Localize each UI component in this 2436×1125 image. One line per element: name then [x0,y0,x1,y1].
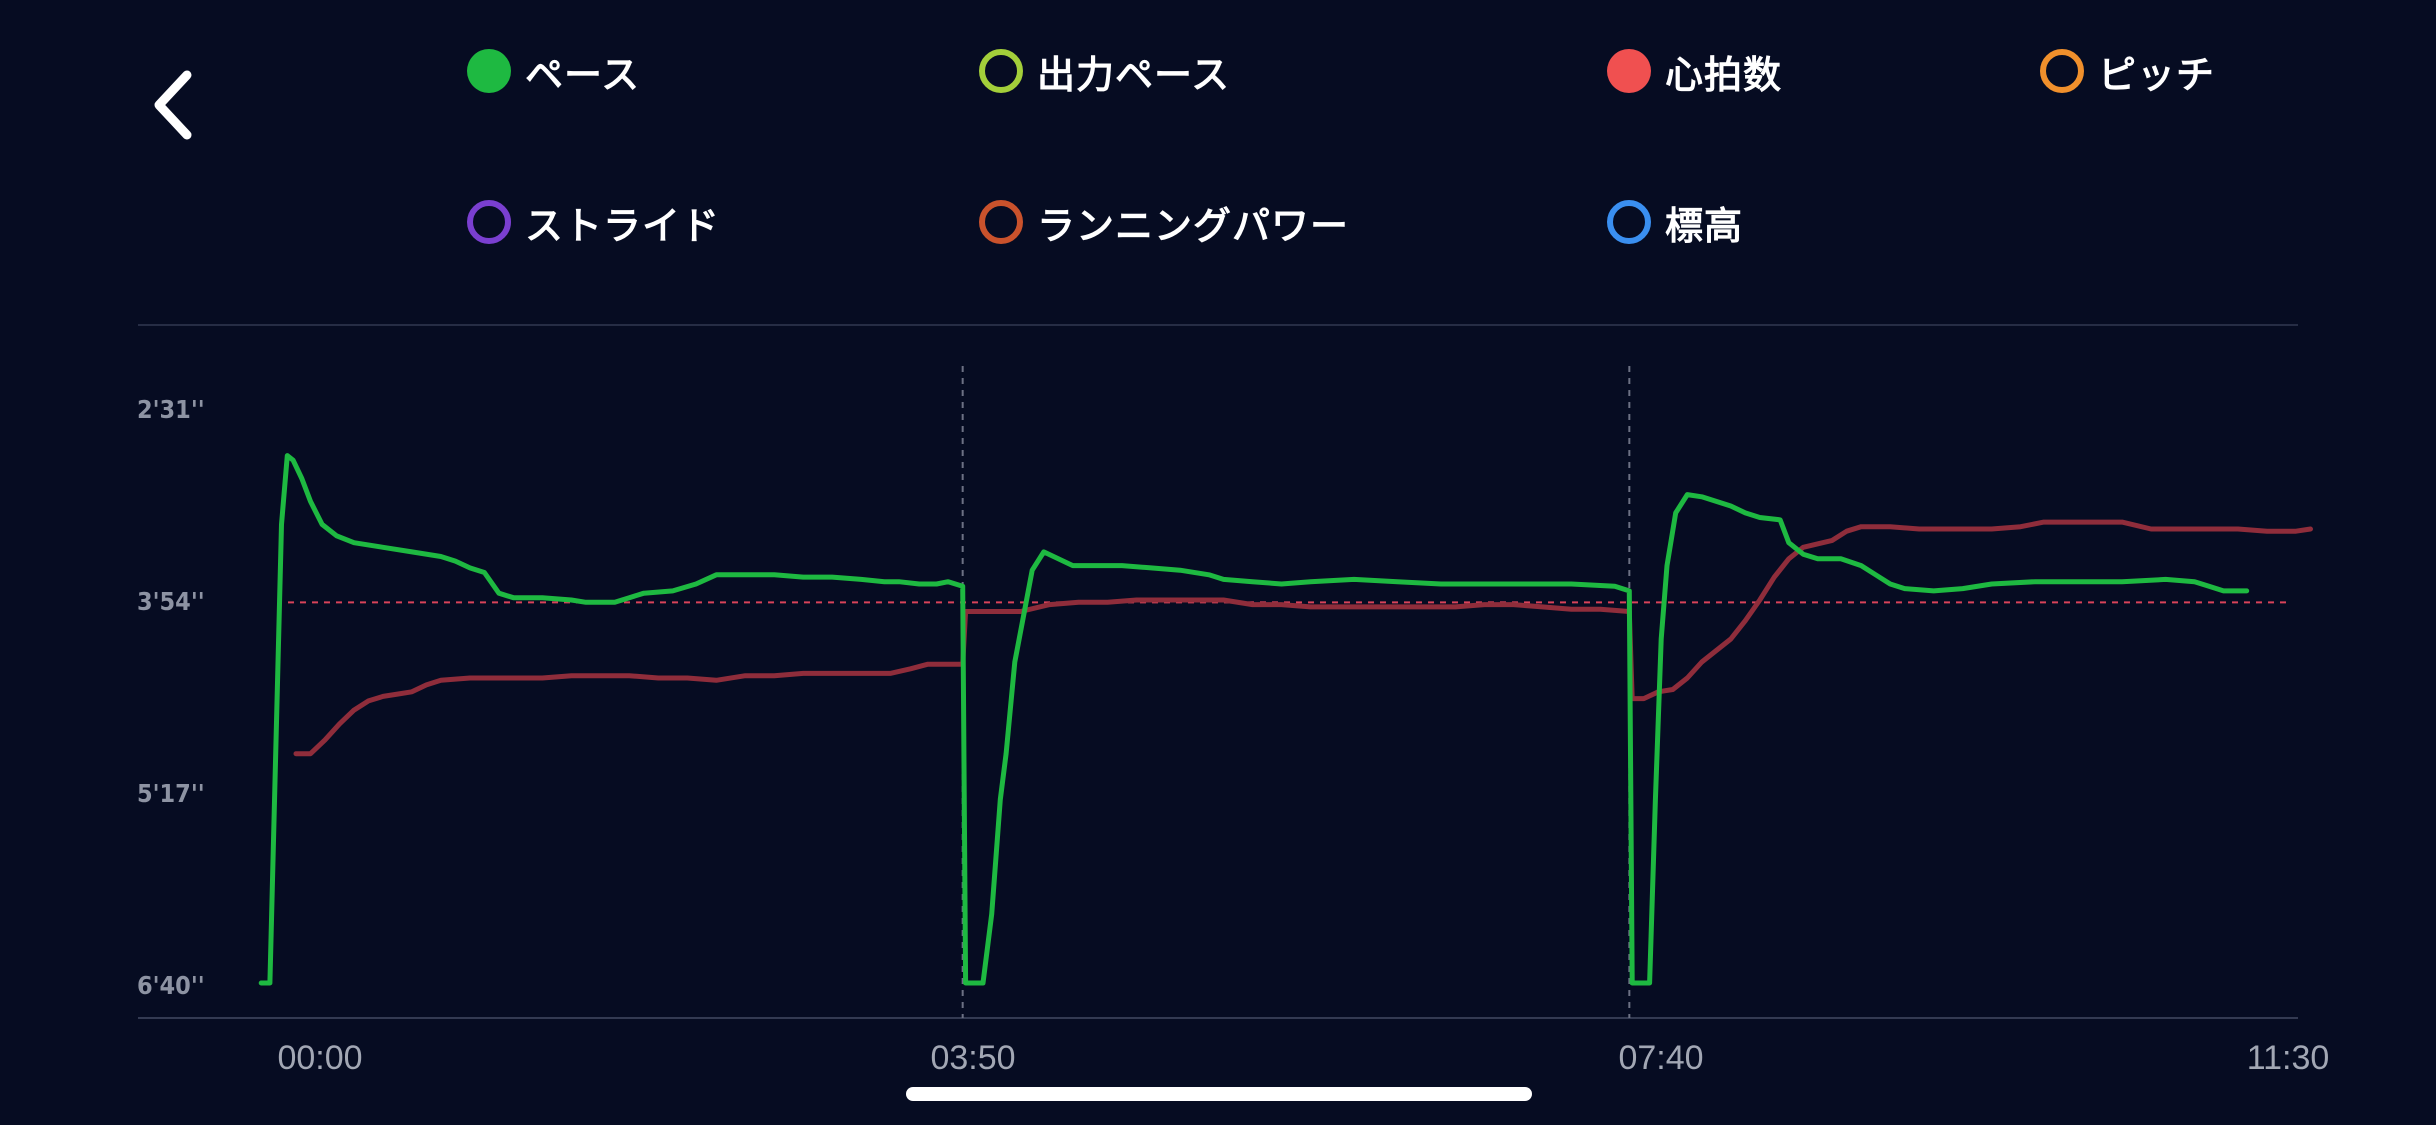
chevron-left-icon [154,70,192,140]
legend-label: ストライド [525,203,721,248]
x-tick-label: 00:00 [277,1039,362,1077]
x-axis-ticks: 00:00 03:50 07:40 11:30 [277,1039,2329,1077]
y-tick-label: 2'31'' [137,395,205,424]
y-tick-label: 6'40'' [137,971,205,1000]
legend-label: ペース [525,52,641,97]
x-tick-label: 07:40 [1618,1039,1703,1077]
legend-dot-icon [1607,49,1651,93]
legend-item-pace[interactable]: ペース [467,46,641,97]
back-button[interactable] [145,65,205,145]
legend-dot-icon [467,49,511,93]
legend-item-running-power[interactable]: ランニングパワー [979,197,1350,248]
series-lines [258,453,2313,986]
legend-dot-icon [979,200,1023,244]
x-tick-label: 11:30 [2247,1039,2330,1077]
legend-label: ピッチ [2098,52,2216,97]
y-tick-label: 5'17'' [137,779,205,808]
legend-label: 標高 [1665,203,1744,248]
lap-marker-lines [961,366,1631,1018]
legend-dot-icon [2040,49,2084,93]
legend-item-stride[interactable]: ストライド [467,197,721,248]
x-tick-label: 03:50 [930,1039,1015,1077]
legend-item-elevation[interactable]: 標高 [1607,197,1744,248]
legend-dot-icon [467,200,511,244]
y-axis-ticks: 2'31'' 3'54'' 5'17'' 6'40'' [137,395,205,1000]
y-tick-label: 3'54'' [137,587,205,616]
legend-label: ランニングパワー [1037,203,1350,248]
home-indicator[interactable] [906,1087,1532,1101]
legend-dot-icon [979,49,1023,93]
legend-item-cadence[interactable]: ピッチ [2040,46,2216,97]
legend-item-heart-rate[interactable]: 心拍数 [1607,46,1783,97]
legend-item-output-pace[interactable]: 出力ペース [979,46,1231,97]
heart-rate-series-line [293,519,2313,757]
pace-series-line [258,453,2250,986]
legend-label: 出力ペース [1037,52,1231,97]
legend-label: 心拍数 [1665,52,1783,97]
legend-dot-icon [1607,200,1651,244]
